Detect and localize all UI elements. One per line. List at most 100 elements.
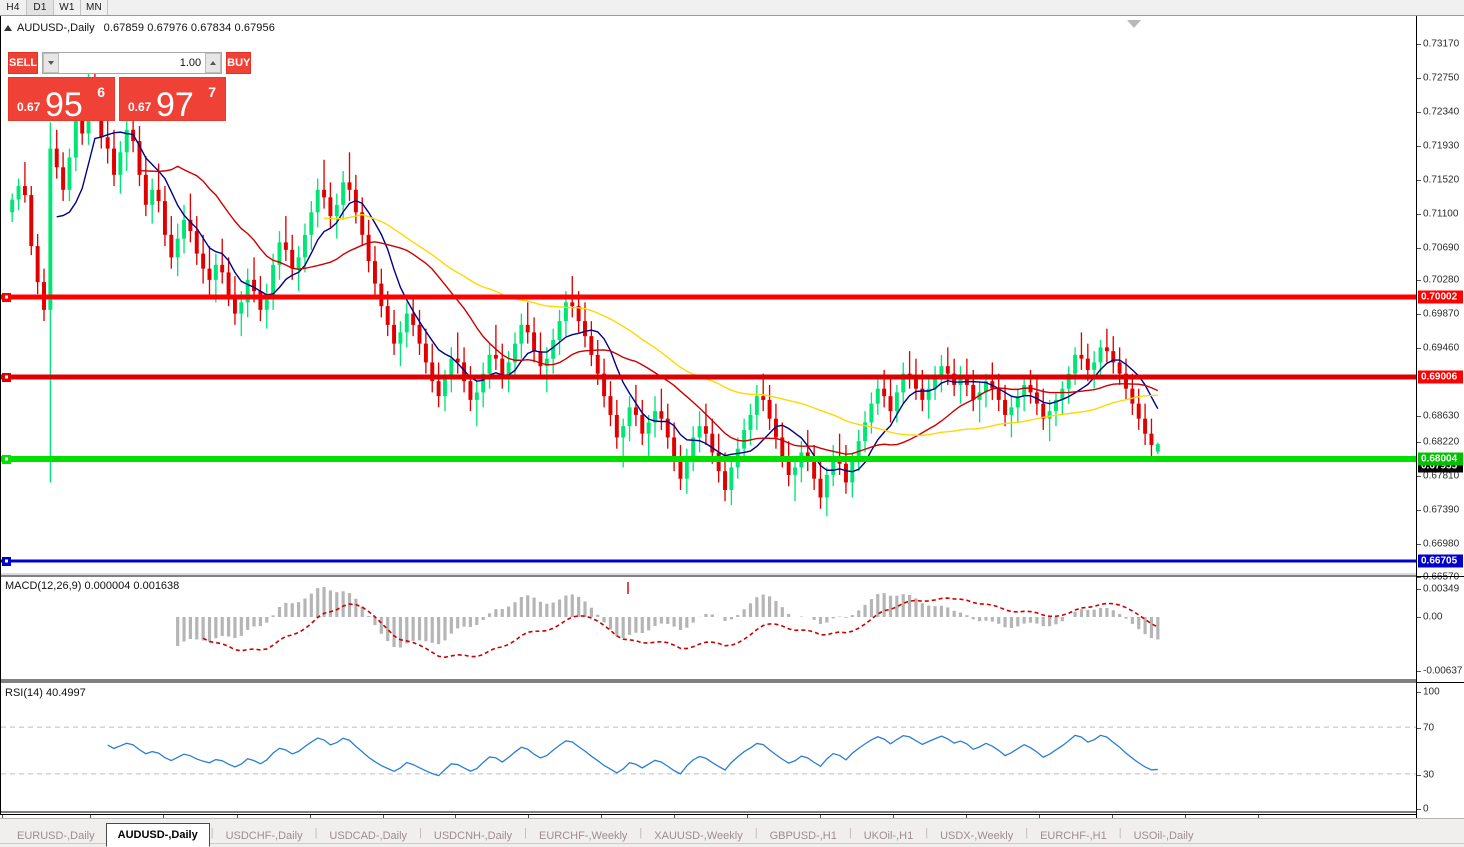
chart-tab[interactable]: USDCHF-,Daily <box>225 830 303 842</box>
price-tick <box>1417 78 1421 79</box>
price-tick <box>1417 544 1421 545</box>
volume-decrease-button[interactable] <box>43 53 60 73</box>
time-tick <box>1258 815 1259 818</box>
price-tick <box>1417 348 1421 349</box>
time-tick <box>90 815 91 818</box>
chart-tab[interactable]: EURCHF-,H1 <box>1040 830 1107 842</box>
chart-plot-area[interactable] <box>0 16 1416 818</box>
price-axis-label: 0.68220 <box>1423 436 1460 448</box>
chart-tab[interactable]: USOil-,Daily <box>1133 830 1194 842</box>
buy-button[interactable]: BUY <box>226 52 252 74</box>
tab-separator: | <box>314 827 318 839</box>
price-tick <box>1417 214 1421 215</box>
period-button-h4[interactable]: H4 <box>0 0 27 15</box>
period-button-d1[interactable]: D1 <box>27 0 54 15</box>
price-tick <box>1417 280 1421 281</box>
macd-axis-label: 0.00349 <box>1423 583 1460 595</box>
price-axis-label: 0.71520 <box>1423 174 1460 186</box>
rsi-axis-label: 70 <box>1423 722 1435 734</box>
sell-price-prefix: 0.67 <box>17 100 41 114</box>
sell-price-main: 95 <box>45 86 83 124</box>
price-tick <box>1417 442 1421 443</box>
toolbar-empty-space <box>108 0 1464 15</box>
period-toolbar: H4 D1 W1 MN <box>0 0 1464 16</box>
time-tick <box>455 815 456 818</box>
price-axis-label: 0.66980 <box>1423 538 1460 550</box>
price-level-badge-blue[interactable]: 0.66705 <box>1418 554 1463 568</box>
period-button-w1[interactable]: W1 <box>54 0 81 15</box>
subwindow-divider <box>1417 576 1464 577</box>
tab-separator: | <box>754 827 758 839</box>
symbol-ohlc-header: AUDUSD-,Daily 0.67859 0.67976 0.67834 0.… <box>4 22 275 34</box>
chart-tab[interactable]: EURUSD-,Daily <box>17 830 95 842</box>
time-tick <box>820 815 821 818</box>
price-tick <box>1417 314 1421 315</box>
chart-tab[interactable]: USDCNH-,Daily <box>433 830 513 842</box>
macd-tick <box>1417 617 1421 618</box>
chart-tab-active[interactable]: AUDUSD-,Daily <box>105 823 210 847</box>
tab-bar-underline <box>0 843 1464 844</box>
price-axis-label: 0.71100 <box>1423 208 1459 220</box>
tab-separator: | <box>925 827 929 839</box>
volume-increase-button[interactable] <box>205 53 222 73</box>
price-scale[interactable]: 0.73170 0.72750 0.72340 0.71930 0.71520 0.711… <box>1416 16 1464 818</box>
time-tick <box>310 815 311 818</box>
buy-price-fraction: 7 <box>208 84 216 100</box>
price-axis-label: 0.70280 <box>1423 274 1460 286</box>
rsi-tick <box>1417 775 1421 776</box>
rsi-axis-label: 30 <box>1423 769 1435 781</box>
price-axis-label: 0.69870 <box>1423 308 1460 320</box>
price-level-badge-red[interactable]: 0.69006 <box>1418 370 1463 384</box>
chart-scroll-marker-icon[interactable] <box>1127 20 1141 28</box>
rsi-tick <box>1417 809 1421 810</box>
chart-tab-bar: EURUSD-,Daily AUDUSD-,Daily | USDCHF-,Daily… <box>0 818 1464 847</box>
buy-price-button[interactable]: 0.67 97 7 <box>119 77 226 122</box>
price-tick <box>1417 44 1421 45</box>
price-axis-label: 0.67810 <box>1423 470 1460 482</box>
chart-tab[interactable]: EURCHF-,Weekly <box>539 830 628 842</box>
volume-input[interactable] <box>59 53 206 73</box>
chart-tab[interactable]: USDX-,Weekly <box>940 830 1014 842</box>
price-tick <box>1417 416 1421 417</box>
rsi-tick <box>1417 728 1421 729</box>
price-axis-label: 0.69460 <box>1423 342 1460 354</box>
price-axis-label: 0.66570 <box>1423 571 1460 583</box>
macd-axis-label: -0.00637 <box>1423 665 1463 677</box>
chart-tab[interactable]: GBPUSD-,H1 <box>769 830 837 842</box>
subwindow-divider <box>1417 682 1464 683</box>
tab-separator: | <box>1025 827 1029 839</box>
price-axis-label: 0.70690 <box>1423 242 1460 254</box>
time-tick <box>601 815 602 818</box>
rsi-axis-label: 100 <box>1423 686 1440 698</box>
price-tick <box>1417 112 1421 113</box>
macd-indicator-label: MACD(12,26,9) 0.000004 0.001638 <box>5 580 180 592</box>
volume-field-wrapper <box>42 52 223 74</box>
tab-separator: | <box>848 827 852 839</box>
time-tick <box>893 815 894 818</box>
time-tick <box>237 815 238 818</box>
chart-window: AUDUSD-,Daily 0.67859 0.67976 0.67834 0.… <box>0 16 1464 834</box>
rsi-indicator-label: RSI(14) 40.4997 <box>5 687 86 699</box>
price-level-badge-green[interactable]: 0.68004 <box>1418 452 1463 466</box>
period-button-mn[interactable]: MN <box>81 0 108 15</box>
time-tick <box>2 815 3 818</box>
time-tick <box>528 815 529 818</box>
chart-tab[interactable]: UKOil-,H1 <box>863 830 914 842</box>
time-tick <box>747 815 748 818</box>
chart-tab[interactable]: XAUUSD-,Weekly <box>654 830 743 842</box>
buy-price-prefix: 0.67 <box>128 100 152 114</box>
price-level-badge-red[interactable]: 0.70002 <box>1418 290 1463 304</box>
chart-collapse-triangle-icon[interactable] <box>4 25 12 31</box>
chart-tab[interactable]: USDCAD-,Daily <box>329 830 408 842</box>
price-tick <box>1417 146 1421 147</box>
macd-axis-label: 0.00 <box>1423 611 1443 623</box>
sell-price-button[interactable]: 0.67 95 6 <box>8 77 115 124</box>
sell-button[interactable]: SELL <box>8 52 39 74</box>
tab-separator: | <box>419 827 422 839</box>
rsi-tick <box>1417 692 1421 693</box>
one-click-trading-panel: SELL BUY 0.67 95 6 0.67 97 7 <box>8 52 252 124</box>
time-tick <box>163 815 164 818</box>
sell-price-fraction: 6 <box>97 84 105 100</box>
time-tick <box>1112 815 1113 818</box>
price-axis-label: 0.72340 <box>1423 106 1460 118</box>
